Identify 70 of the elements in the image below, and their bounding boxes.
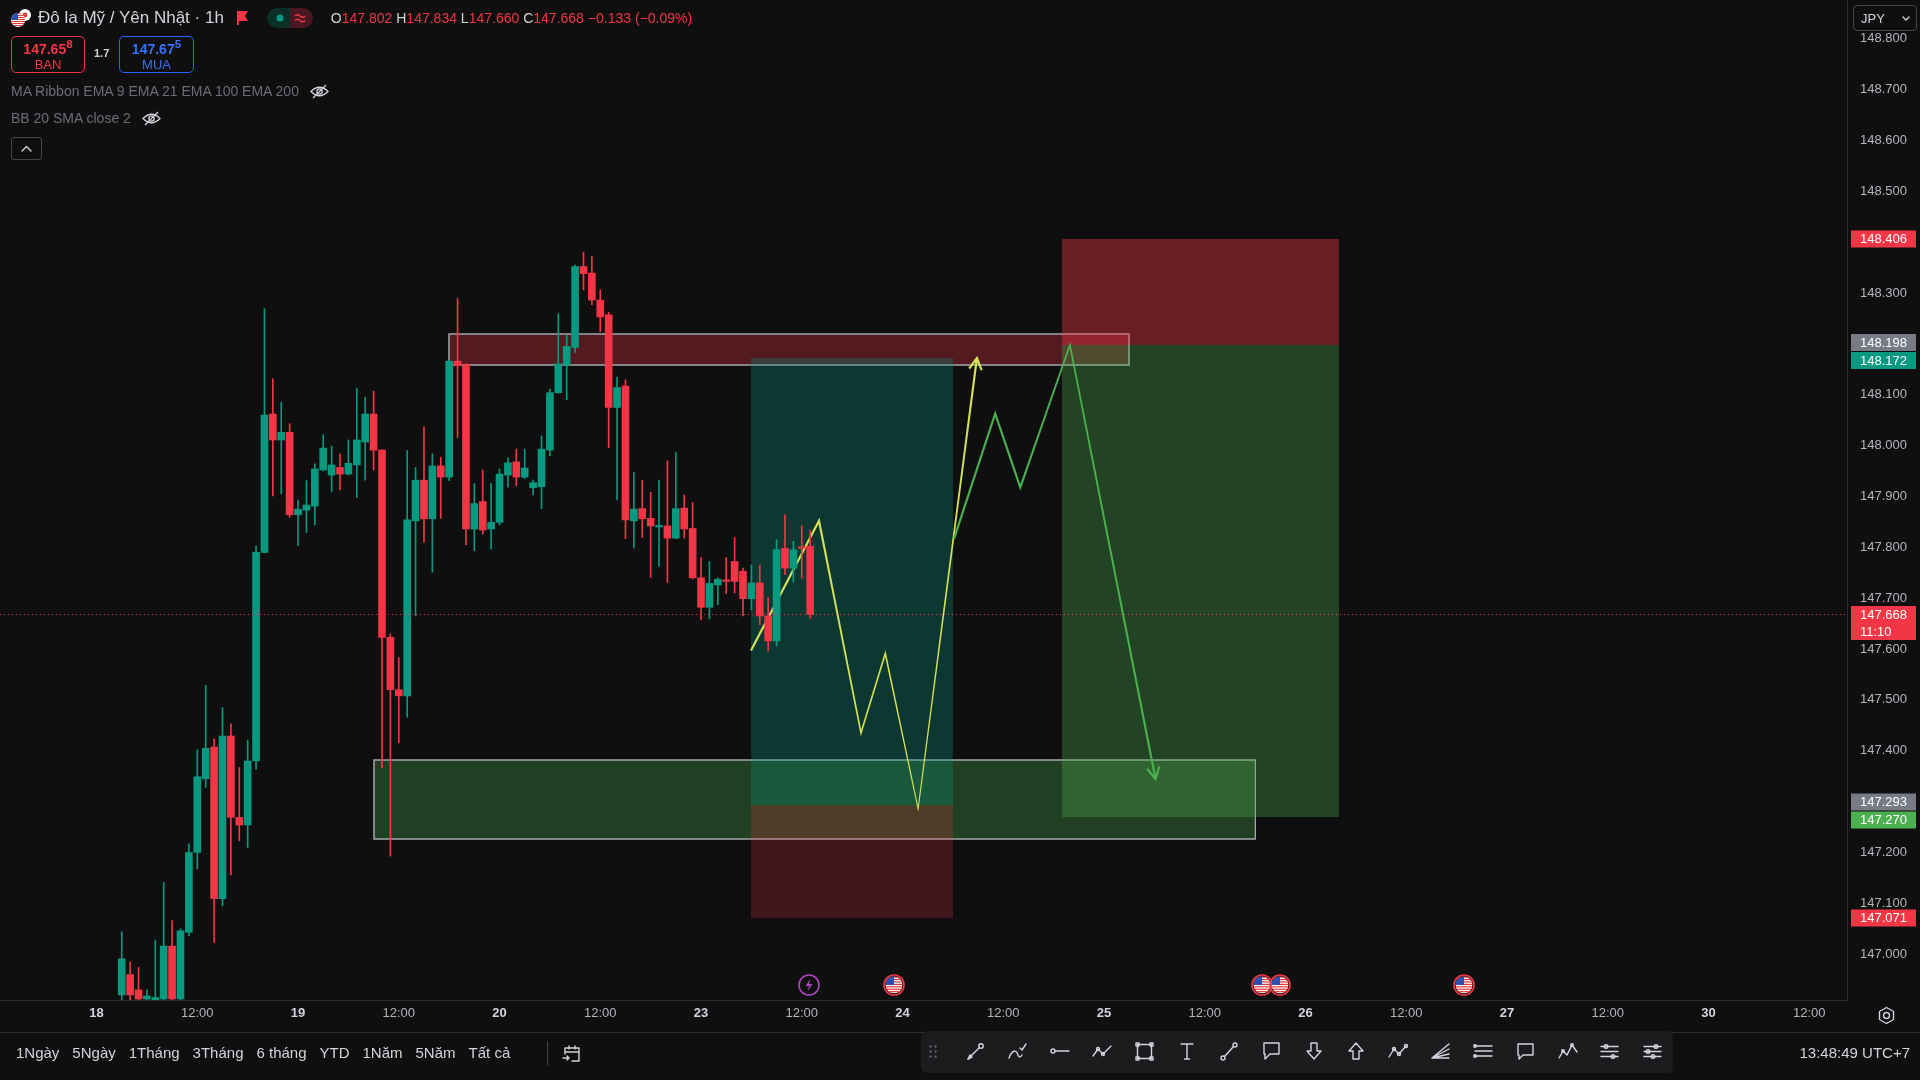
text: 13:48:49 UTC+7 — [1799, 1044, 1910, 1061]
y-tick-label: 147.600 — [1860, 640, 1907, 656]
text: Tất cả — [468, 1044, 511, 1061]
annotation: BB 20 SMA close 2 — [11, 110, 131, 126]
y-tick-label: 148.100 — [1860, 386, 1907, 402]
y-tick-label: 148.000 — [1860, 437, 1907, 453]
y-tick-label: 148.406 — [1860, 231, 1907, 247]
candlestick — [655, 479, 663, 567]
x-tick-label: 20 — [492, 1005, 507, 1021]
y-tick-label: 147.100 — [1860, 894, 1907, 910]
candlestick — [630, 472, 638, 549]
y-tick-label: 147.800 — [1860, 538, 1907, 554]
x-tick-label: 24 — [895, 1005, 911, 1021]
annotation: MA Ribbon EMA 9 EMA 21 EMA 100 EMA 200 — [11, 83, 299, 99]
text: 6 tháng — [256, 1044, 307, 1061]
y-tick-label: 147.200 — [1860, 844, 1907, 860]
text: 5Ngày — [72, 1044, 116, 1061]
annotation: 147.65$^{8}$ — [23, 36, 73, 57]
candlestick — [269, 378, 277, 497]
x-tick-label: 30 — [1701, 1005, 1716, 1021]
x-tick-label: 23 — [693, 1005, 709, 1021]
y-tick-label: 148.172 — [1860, 352, 1907, 368]
x-tick-label: 27 — [1499, 1005, 1515, 1021]
text: 3Tháng — [192, 1044, 244, 1061]
y-tick-label: 147.071 — [1860, 910, 1907, 926]
y-tick-label: 148.700 — [1860, 81, 1907, 97]
y-tick-label: 148.600 — [1860, 131, 1907, 147]
currency-dropdown: JPY — [1853, 5, 1917, 31]
annotation: MUA — [142, 56, 171, 73]
y-tick-label: 147.400 — [1860, 742, 1907, 758]
x-tick-label: 19 — [290, 1005, 306, 1021]
x-tick-label: 12:00 — [382, 1005, 416, 1021]
x-tick-label: 18 — [89, 1005, 104, 1021]
text: 5Năm — [415, 1044, 456, 1061]
x-tick-label: 12:00 — [1792, 1005, 1826, 1021]
text: O147.802 H147.834 L147.660 C147.668 −0.133 (−0.09%) — [330, 10, 693, 26]
annotation: 1.7 — [94, 47, 110, 59]
x-tick-label: 12:00 — [181, 1005, 214, 1021]
text: 1Ngày — [16, 1044, 60, 1061]
annotation: BAN — [34, 56, 62, 73]
x-tick-label: 12:00 — [584, 1005, 617, 1021]
x-tick-label: 12:00 — [986, 1005, 1020, 1021]
candlestick — [277, 402, 286, 495]
x-tick-label: 12:00 — [1188, 1005, 1222, 1021]
y-tick-label: 147.000 — [1860, 945, 1907, 961]
candlestick — [613, 377, 621, 501]
y-tick-label: 147.900 — [1860, 488, 1907, 504]
y-tick-label: 148.800 — [1860, 30, 1907, 46]
text: Đô la Mỹ / Yên Nhật · 1h — [38, 8, 224, 28]
y-tick-label: 148.500 — [1860, 182, 1907, 198]
annotation: 147.67$^{5}$ — [131, 36, 182, 57]
x-tick-label: 12:00 — [1591, 1005, 1624, 1021]
text: 1Năm — [362, 1044, 403, 1061]
sell-button: 147.65$^{8}$ BAN — [11, 36, 85, 73]
y-tick-label: 148.300 — [1860, 284, 1907, 300]
text: 1Tháng — [128, 1044, 180, 1061]
y-tick-label: 147.293 — [1860, 794, 1907, 810]
text: YTD — [319, 1044, 350, 1061]
x-tick-label: 26 — [1298, 1005, 1313, 1021]
x-tick-label: 25 — [1096, 1005, 1112, 1021]
x-tick-label: 12:00 — [785, 1005, 819, 1021]
candlestick — [436, 456, 445, 519]
y-tick-label: 147.500 — [1860, 691, 1907, 707]
y-tick-label: 147.270 — [1860, 812, 1907, 828]
ref-line-label: 147.668 11:10 — [1860, 606, 1907, 639]
y-tick-label: 147.700 — [1860, 589, 1907, 605]
candlestick — [336, 453, 344, 491]
buy-button: 147.67$^{5}$ MUA — [119, 36, 194, 73]
y-tick-label: 148.198 — [1860, 334, 1907, 350]
x-tick-label: 12:00 — [1389, 1005, 1423, 1021]
